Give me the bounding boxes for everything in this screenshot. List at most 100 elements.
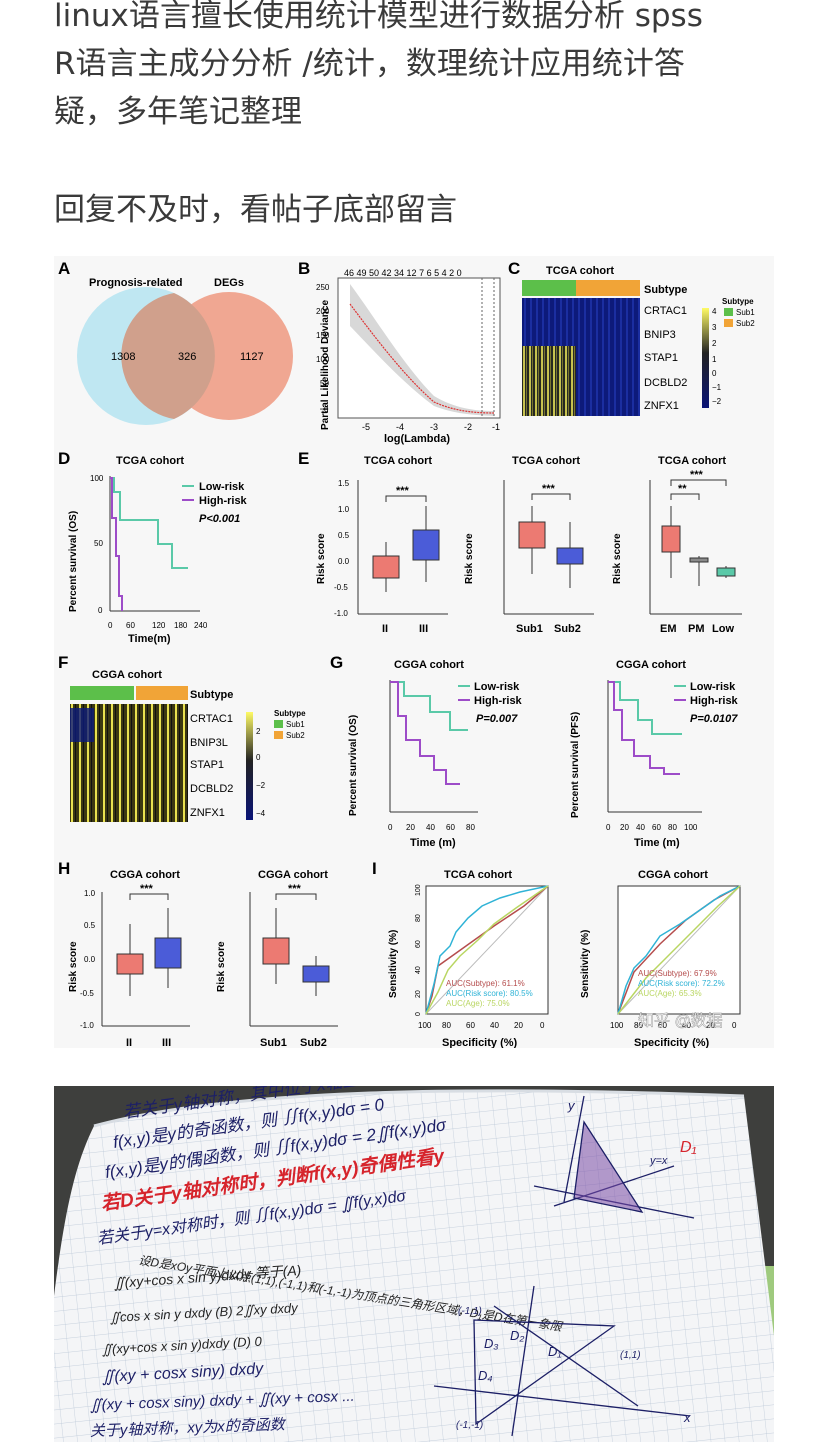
c-heat-yellow — [522, 346, 576, 416]
risk-ytick: -0.5 — [334, 583, 348, 592]
f-scale: 0 — [256, 753, 261, 762]
box-sub1 — [262, 937, 290, 965]
f-gene: STAP1 — [190, 759, 224, 771]
h-ytick: 1.0 — [84, 889, 96, 898]
h-title: CGGA cohort — [258, 869, 328, 881]
sig-bracket — [275, 893, 317, 900]
box-sub2 — [302, 965, 330, 983]
g-legend-item: High-risk — [690, 695, 739, 707]
f-title: CGGA cohort — [92, 669, 162, 681]
g-xtick: 40 — [636, 823, 645, 832]
sig-bracket — [385, 495, 427, 502]
e-title: TCGA cohort — [512, 455, 580, 467]
h-group: II — [126, 1037, 132, 1048]
c-subtype-bar-sub2 — [576, 280, 640, 296]
e-sig: *** — [542, 483, 556, 495]
c-legend-swatch-sub1 — [724, 308, 733, 316]
d-high-risk-curve — [110, 477, 123, 611]
panel-letter-e: E — [298, 449, 309, 468]
f-legend-item: Sub2 — [286, 731, 305, 740]
post-line: R语言主成分分析 /统计，数理统计应用统计答 — [54, 46, 685, 82]
c-scale: −1 — [712, 383, 722, 392]
f-subtype-bar-sub2 — [136, 686, 188, 700]
roc-diagonal — [425, 885, 549, 1015]
research-figure-image[interactable]: A B C D E F G H I Prognosis-related DEGs… — [54, 256, 774, 1048]
g-xtick: 80 — [668, 823, 677, 832]
g-xlabel: Time (m) — [634, 837, 680, 849]
b-xtick: -1 — [492, 422, 500, 432]
risk-ytick: -1.0 — [334, 609, 348, 618]
g-low-risk-curve — [390, 681, 468, 731]
c-scale: −2 — [712, 397, 722, 406]
g-legend-item: High-risk — [474, 695, 523, 707]
b-xtick: -5 — [362, 422, 370, 432]
diagram-label: D₃ — [484, 1336, 499, 1351]
venn-left-label: Prognosis-related — [89, 277, 183, 289]
d-xtick: 0 — [108, 621, 113, 630]
panel-letter-f: F — [58, 653, 68, 672]
watermark: 知乎 @数据 — [638, 1012, 723, 1030]
box-low — [716, 567, 736, 577]
i-xlabel: Specificity (%) — [634, 1037, 710, 1048]
roc-ytick: 100 — [415, 884, 422, 896]
b-xtick: -2 — [464, 422, 472, 432]
d-xlabel: Time(m) — [128, 633, 171, 645]
e-title: TCGA cohort — [364, 455, 432, 467]
c-gene: CRTAC1 — [644, 305, 687, 317]
panel-i-roc: TCGA cohort AUC(Subtype): 61.1% AUC(Risk… — [388, 869, 741, 1048]
roc-ytick: 0 — [415, 1012, 422, 1016]
i-xtick: 0 — [732, 1021, 737, 1030]
risk-ytick: 1.0 — [338, 505, 350, 514]
i-xtick: 20 — [514, 1021, 523, 1030]
diagram-label: D₄ — [478, 1368, 493, 1383]
sig-bracket — [670, 479, 727, 486]
region-diagram — [433, 1095, 695, 1437]
e-group: EM — [660, 623, 677, 635]
sig-bracket — [129, 893, 169, 900]
notebook-photo[interactable]: 若关于y轴对称，其中位于x轴上侧区域为D, f(x,y)是y的奇函数，则 ∬f(… — [54, 1086, 774, 1442]
i-xtick: 60 — [466, 1021, 475, 1030]
roc-age — [617, 885, 741, 1015]
d-legend-item: Low-risk — [199, 481, 245, 493]
i-auc: AUC(Age): 65.3% — [638, 989, 702, 998]
c-gene: BNIP3 — [644, 329, 676, 341]
g-xtick: 20 — [620, 823, 629, 832]
c-color-scale — [702, 308, 709, 408]
g-pvalue: P=0.0107 — [690, 713, 738, 725]
f-gene: ZNFX1 — [190, 807, 225, 819]
deviance-curve — [349, 303, 495, 414]
f-scale: −2 — [256, 781, 266, 790]
i-auc: AUC(Risk score): 72.2% — [638, 979, 725, 988]
f-color-scale — [246, 712, 253, 820]
i-title: TCGA cohort — [444, 869, 512, 881]
i-xtick: 40 — [490, 1021, 499, 1030]
panel-e-boxplots: TCGA cohort Risk score *** II III TCGA c… — [316, 455, 742, 635]
b-ytick: 100 — [316, 355, 330, 364]
g-high-risk-curve — [608, 681, 680, 775]
g-pvalue: P=0.007 — [476, 713, 518, 725]
i-xtick: 80 — [442, 1021, 451, 1030]
roc-ytick: 20 — [415, 990, 422, 998]
f-subtype-bar-sub1 — [70, 686, 134, 700]
b-ytick: 250 — [316, 283, 330, 292]
diagram-label: (-1,1) — [458, 1306, 482, 1317]
d-low-risk-curve — [110, 477, 188, 569]
e-sig: *** — [396, 485, 410, 497]
box-iii — [412, 529, 440, 561]
f-gene: CRTAC1 — [190, 713, 233, 725]
c-gene: STAP1 — [644, 352, 678, 364]
h-ytick: 0.0 — [84, 955, 96, 964]
e-group: III — [419, 623, 428, 635]
f-legend-swatch-sub1 — [274, 720, 283, 728]
g-ylabel: Percent survival (OS) — [348, 715, 359, 816]
g-xtick: 60 — [446, 823, 455, 832]
i-auc: AUC(Age): 75.0% — [446, 999, 510, 1008]
i-ylabel: Sensitivity (%) — [388, 930, 399, 998]
i-xtick: 20 — [706, 1021, 715, 1030]
shaded-triangle — [573, 1120, 644, 1213]
roc-ytick: 60 — [415, 940, 422, 948]
diagram-label: D₁ — [548, 1344, 562, 1359]
note-line: 关于y轴对称，xy为x的奇函数 — [90, 1416, 287, 1440]
i-title: CGGA cohort — [638, 869, 708, 881]
d-ytick: 50 — [94, 539, 103, 548]
